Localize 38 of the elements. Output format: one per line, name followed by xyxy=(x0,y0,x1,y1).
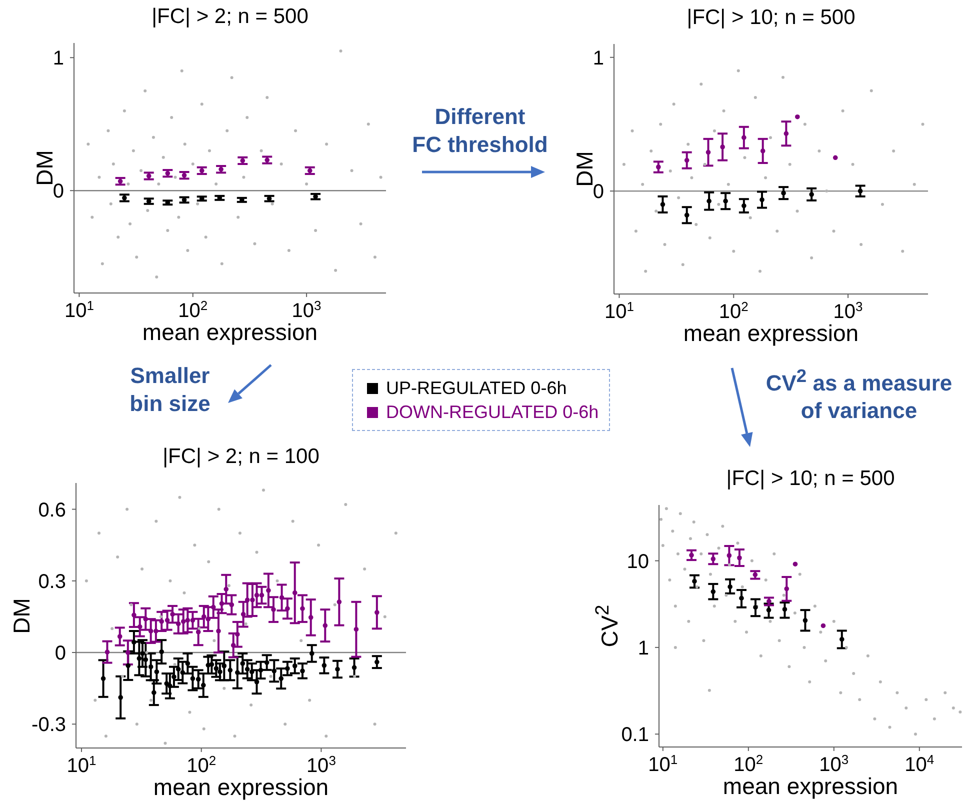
x-tick-label: 10$^{3}$ xyxy=(819,752,849,776)
x-tick-label: 10$^{2}$ xyxy=(178,298,208,322)
y-tick-label: 1 xyxy=(638,637,649,660)
y-axis-title: DM xyxy=(8,598,36,634)
x-tick-label: 10$^{4}$ xyxy=(904,752,934,776)
chart-title: |FC| > 10; n = 500 xyxy=(686,6,856,30)
y-tick-label: 1 xyxy=(52,48,64,70)
x-axis-title: mean expression xyxy=(683,320,859,346)
y-tick-label: 1 xyxy=(592,47,604,70)
x-tick-label: 10$^{1}$ xyxy=(64,298,94,322)
x-tick-label: 10$^{1}$ xyxy=(604,298,634,323)
chart-title: |FC| > 2; n = 500 xyxy=(150,5,310,29)
x-tick-label: 10$^{1}$ xyxy=(66,752,96,777)
chart-title: |FC| > 2; n = 100 xyxy=(162,445,320,469)
x-axis-title: mean expression xyxy=(153,774,329,800)
legend-label: DOWN-REGULATED 0-6h xyxy=(386,401,599,424)
y-tick-label: 0.3 xyxy=(38,570,66,593)
x-axis-title: mean expression xyxy=(722,773,898,799)
text: CV$^{2}$ as a measure of variance xyxy=(764,364,954,426)
x-tick-label: 10$^{1}$ xyxy=(648,752,678,776)
x-tick-label: 10$^{3}$ xyxy=(292,298,322,322)
text: Different FC threshold xyxy=(411,103,549,159)
y-tick-label: 0 xyxy=(54,642,66,665)
x-tick-label: 10$^{2}$ xyxy=(718,298,748,323)
y-tick-label: 10 xyxy=(626,550,649,573)
x-axis-title: mean expression xyxy=(142,319,318,345)
x-tick-label: 10$^{2}$ xyxy=(734,752,764,776)
y-tick-label: 0 xyxy=(52,180,64,203)
chart-title: |FC| > 10; n = 500 xyxy=(725,467,896,491)
y-tick-label: 0.6 xyxy=(38,499,66,522)
x-tick-label: 10$^{3}$ xyxy=(306,752,336,777)
y-tick-label: -0.3 xyxy=(32,714,66,736)
y-tick-label: 0.1 xyxy=(621,724,649,746)
text: Smaller bin size xyxy=(128,362,212,418)
legend-label: UP-REGULATED 0-6h xyxy=(386,377,567,400)
x-tick-label: 10$^{3}$ xyxy=(833,298,863,323)
y-tick-label: 0 xyxy=(592,181,604,204)
x-tick-label: 10$^{2}$ xyxy=(186,752,216,777)
